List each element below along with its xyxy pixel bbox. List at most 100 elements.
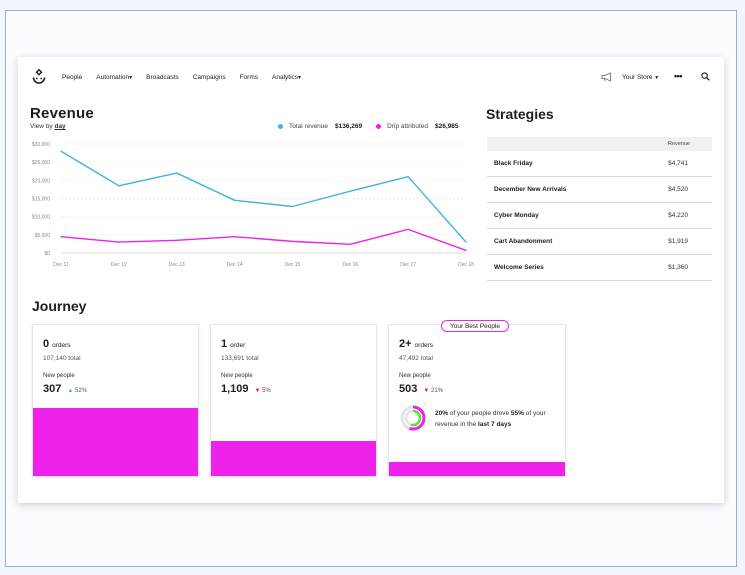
strategy-name: Black Friday — [494, 160, 533, 167]
megaphone-icon[interactable] — [601, 72, 613, 82]
data-point — [118, 241, 120, 243]
legend-value-total: $136,269 — [335, 123, 363, 130]
data-point — [465, 249, 467, 252]
view-by-value[interactable]: day — [54, 123, 66, 130]
y-tick-label: $15,000 — [32, 197, 50, 203]
strategy-name: Cyber Monday — [494, 212, 539, 219]
journey-bar — [33, 408, 198, 476]
change-percent: 5% — [262, 388, 271, 394]
chart-legend: Total revenue $136,269 Drip attributed $… — [278, 123, 458, 130]
total-count: 107,140 total — [43, 355, 81, 362]
data-point — [407, 176, 409, 178]
orders-count: 0 — [43, 338, 50, 350]
journey-card-0-orders[interactable]: 0 orders 107,140 total New people 307 ▲ 52… — [32, 324, 199, 477]
orders-label: orders — [52, 342, 71, 349]
series-line-1 — [60, 228, 467, 252]
strategy-revenue: $4,741 — [668, 160, 688, 167]
nav-link-label: People — [62, 74, 83, 81]
view-by-prefix: View by — [30, 123, 53, 130]
y-tick-label: $20,000 — [32, 178, 50, 184]
new-people-value: 1,109 — [221, 383, 249, 395]
data-point — [349, 190, 351, 192]
strategy-revenue: $1,919 — [668, 238, 688, 245]
revenue-chart: $0 $5,000 $10,000 $15,000 $20,000 $25,000 $30,… — [32, 142, 474, 268]
strategies-column-header: Revenue — [487, 137, 712, 151]
strategy-row[interactable]: Black Friday $4,741 — [487, 151, 712, 177]
nav-link-label: Broadcasts — [146, 74, 179, 81]
data-point — [465, 241, 467, 243]
trend-down-icon: ▼ — [423, 388, 430, 394]
data-point — [118, 185, 120, 187]
y-tick-label: $10,000 — [32, 215, 50, 221]
x-tick-label: Dec 17 — [400, 262, 416, 268]
strategy-row[interactable]: Cart Abandonment $1,919 — [487, 229, 712, 255]
series-line-0 — [60, 150, 467, 243]
orders-count: 1 — [221, 338, 228, 350]
strategy-name: Welcome Series — [494, 264, 544, 271]
nav-link-automation[interactable]: Automation ▾ — [96, 74, 132, 81]
legend-label-drip: Drip attributed — [387, 123, 428, 130]
chevron-down-icon: ▾ — [129, 75, 133, 81]
chevron-down-icon: ▼ — [654, 75, 660, 81]
best-people-badge: Your Best People — [441, 320, 509, 332]
view-by-selector[interactable]: View by day — [30, 123, 66, 130]
journey-card-1-order[interactable]: 1 order 133,691 total New people 1,109 ▼ 5… — [210, 324, 377, 477]
strategy-revenue: $1,360 — [668, 264, 688, 271]
strategy-revenue: $4,220 — [668, 212, 688, 219]
dashboard-card: People Automation ▾ Broadcasts Campaigns For… — [18, 57, 724, 503]
search-icon[interactable] — [701, 72, 710, 81]
trend-up-icon: ▲ — [67, 388, 74, 394]
strategies-table: Revenue Black Friday $4,741 December New A… — [487, 137, 712, 281]
journey-card-2plus-orders[interactable]: 2+ orders 47,492 total New people 503 ▼ 21… — [388, 324, 566, 477]
nav-link-campaigns[interactable]: Campaigns — [193, 74, 226, 81]
legend-dot-drip — [376, 124, 382, 129]
more-menu-icon[interactable]: ••• — [674, 71, 682, 81]
nav-link-people[interactable]: People — [62, 74, 82, 81]
drip-logo-icon[interactable] — [32, 69, 46, 85]
nav-link-broadcasts[interactable]: Broadcasts — [146, 74, 179, 81]
journey-title: Journey — [32, 298, 87, 314]
total-count: 47,492 total — [399, 355, 433, 362]
new-people-value: 307 — [43, 383, 62, 395]
store-switcher[interactable]: Your Store ▼ — [622, 74, 659, 81]
orders-label: orders — [414, 342, 433, 349]
x-tick-label: Dec 12 — [111, 262, 127, 268]
nav-link-analytics[interactable]: Analytics ▾ — [272, 74, 301, 81]
strategy-name: Cart Abandonment — [494, 238, 553, 245]
store-label: Your Store — [622, 74, 653, 81]
insight-period: last 7 days — [478, 421, 512, 428]
data-point — [407, 228, 409, 230]
x-tick-label: Dec 15 — [285, 262, 301, 268]
journey-bar — [211, 441, 376, 476]
x-tick-label: Dec 13 — [169, 262, 185, 268]
chevron-down-icon: ▾ — [298, 75, 302, 81]
x-tick-label: Dec 14 — [227, 262, 243, 268]
data-point — [60, 150, 62, 152]
strategy-row[interactable]: Cyber Monday $4,220 — [487, 203, 712, 229]
trend-down-icon: ▼ — [254, 388, 261, 394]
data-point — [176, 172, 178, 174]
insight-text-1: of your people drove — [449, 410, 510, 417]
nav-link-label: Automation — [96, 74, 130, 81]
top-nav: People Automation ▾ Broadcasts Campaigns For… — [18, 57, 724, 97]
new-people-label: New people — [399, 373, 431, 379]
revenue-title: Revenue — [30, 105, 94, 122]
orders-label: order — [230, 342, 246, 349]
data-point — [349, 243, 351, 245]
y-tick-label: $0 — [44, 251, 50, 257]
data-point — [60, 236, 62, 238]
legend-label-total: Total revenue — [289, 123, 329, 130]
insight-text-2: of — [525, 410, 532, 417]
nav-link-label: Analytics — [272, 74, 299, 81]
insight-pct-revenue: 55% — [510, 410, 524, 417]
strategy-row[interactable]: December New Arrivals $4,520 — [487, 177, 712, 203]
insight-pct-people: 20% — [435, 410, 449, 417]
y-tick-label: $30,000 — [32, 142, 50, 148]
data-point — [176, 239, 178, 241]
progress-ring-icon — [400, 405, 426, 431]
nav-link-label: Campaigns — [192, 74, 226, 81]
nav-link-forms[interactable]: Forms — [240, 74, 258, 81]
strategy-row[interactable]: Welcome Series $1,360 — [487, 255, 712, 281]
strategy-name: December New Arrivals — [494, 186, 567, 193]
data-point — [291, 205, 294, 208]
